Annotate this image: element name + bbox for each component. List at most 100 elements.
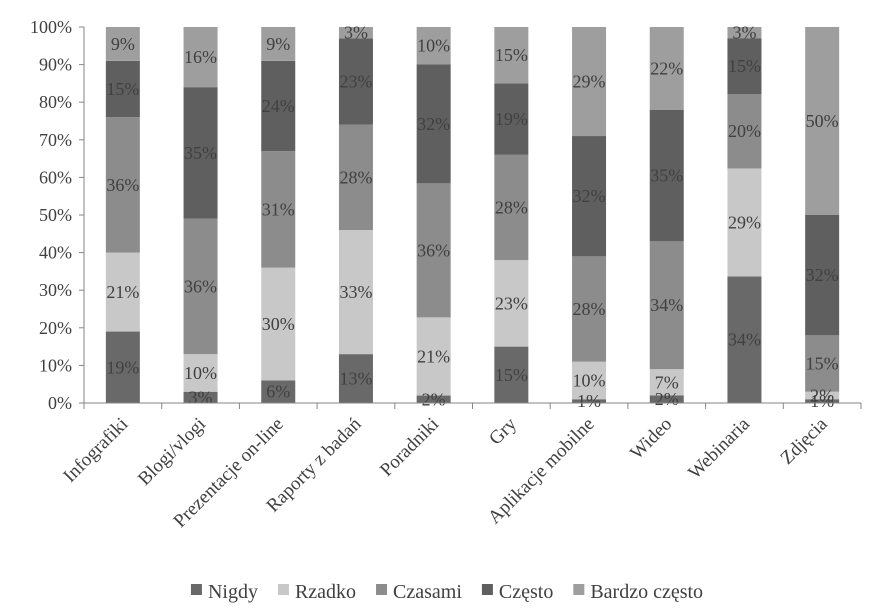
bar-segment: [105, 60, 140, 118]
bar-segment: [261, 60, 296, 152]
y-tick-label: 70%: [39, 130, 72, 150]
legend-item: Czasami: [376, 581, 462, 603]
data-label: 9%: [266, 34, 290, 54]
data-label: 29%: [573, 72, 606, 92]
bar-segment: [727, 27, 762, 39]
data-label: 32%: [573, 186, 606, 206]
x-tick-label: Blogi/vlogi: [134, 414, 210, 490]
y-tick-label: 40%: [39, 243, 72, 263]
data-label: 20%: [728, 121, 761, 141]
y-tick-label: 0%: [48, 393, 72, 413]
bar-segment: [261, 380, 296, 403]
bar-segment: [338, 38, 373, 125]
bar-segment: [649, 369, 684, 396]
legend-item: Rzadko: [277, 581, 356, 603]
bar-segment: [416, 183, 451, 318]
bar-segment: [338, 27, 373, 39]
legend-item: Bardzo często: [573, 581, 703, 603]
data-label: 10%: [573, 370, 606, 390]
data-label: 23%: [495, 293, 528, 313]
bar-segment: [261, 151, 296, 268]
y-tick-label: 60%: [39, 167, 72, 187]
data-label: 7%: [655, 372, 679, 392]
legend-item: Często: [481, 581, 553, 603]
bar-segment: [572, 27, 607, 137]
data-label: 23%: [339, 72, 372, 92]
data-label: 28%: [495, 197, 528, 217]
y-tick-label: 90%: [39, 55, 72, 75]
legend: Nigdy Rzadko Czasami Często Bardzo często: [190, 581, 703, 603]
bar-segment: [261, 267, 296, 381]
bar-segment: [805, 215, 840, 336]
data-label: 3%: [344, 23, 368, 43]
bar-segment: [105, 117, 140, 253]
data-label: 34%: [728, 330, 761, 350]
data-label: 32%: [806, 265, 839, 285]
bar-segment: [494, 154, 529, 261]
bar-segment: [105, 27, 140, 61]
bar-segment: [572, 136, 607, 257]
data-label: 15%: [806, 354, 839, 374]
bar-segment: [338, 230, 373, 355]
data-label: 9%: [111, 34, 135, 54]
data-label: 28%: [339, 167, 372, 187]
y-tick-label: 80%: [39, 92, 72, 112]
bar-segment: [183, 391, 218, 403]
bar-segment: [494, 27, 529, 84]
bar-segment: [416, 395, 451, 403]
bar-segment: [727, 168, 762, 277]
x-tick-label: Zdjęcia: [777, 413, 833, 469]
data-label: 2%: [810, 385, 834, 405]
bar-segment: [805, 391, 840, 400]
bar-segment: [183, 27, 218, 88]
x-tick-label: Poradniki: [376, 414, 443, 481]
data-label: 15%: [495, 365, 528, 385]
x-tick-label: Webinaria: [684, 413, 754, 483]
bar-segment: [727, 94, 762, 169]
chart-bars: [105, 27, 840, 403]
bar-segment: [183, 354, 218, 392]
data-label: 21%: [106, 282, 139, 302]
legend-label: Bardzo często: [590, 581, 703, 603]
legend-swatch: [277, 584, 289, 595]
data-label: 3%: [732, 23, 756, 43]
bar-segment: [338, 124, 373, 231]
data-label: 1%: [577, 391, 601, 411]
data-label: 24%: [262, 96, 295, 116]
bar-segment: [805, 399, 840, 403]
bar-segment: [183, 218, 218, 355]
data-label: 10%: [417, 36, 450, 56]
legend-item: Nigdy: [190, 581, 258, 603]
bar-segment: [416, 27, 451, 65]
y-tick-label: 100%: [30, 17, 72, 37]
legend-swatch: [190, 584, 202, 595]
x-tick-label: Infografiki: [59, 414, 132, 487]
legend-label: Rzadko: [295, 581, 356, 603]
bar-segment: [338, 354, 373, 403]
data-label: 34%: [650, 295, 683, 315]
data-label: 28%: [573, 299, 606, 319]
data-label: 15%: [106, 79, 139, 99]
bar-segment: [649, 241, 684, 370]
data-label: 50%: [806, 111, 839, 131]
data-label: 21%: [417, 346, 450, 366]
data-label: 3%: [189, 387, 213, 407]
y-tick-label: 50%: [39, 205, 72, 225]
data-label: 35%: [650, 166, 683, 186]
x-tick-label: Gry: [485, 413, 521, 449]
bar-segment: [805, 335, 840, 392]
bar-segment: [105, 252, 140, 332]
legend-swatch: [573, 584, 585, 595]
data-label: 32%: [417, 114, 450, 134]
bar-segment: [105, 331, 140, 403]
data-label: 6%: [266, 382, 290, 402]
bar-segment: [416, 64, 451, 184]
bar-segment: [494, 260, 529, 347]
data-label: 19%: [495, 109, 528, 129]
bar-segment: [649, 27, 684, 110]
bar-segment: [727, 276, 762, 403]
legend-swatch: [376, 584, 388, 595]
bar-segment: [727, 38, 762, 95]
